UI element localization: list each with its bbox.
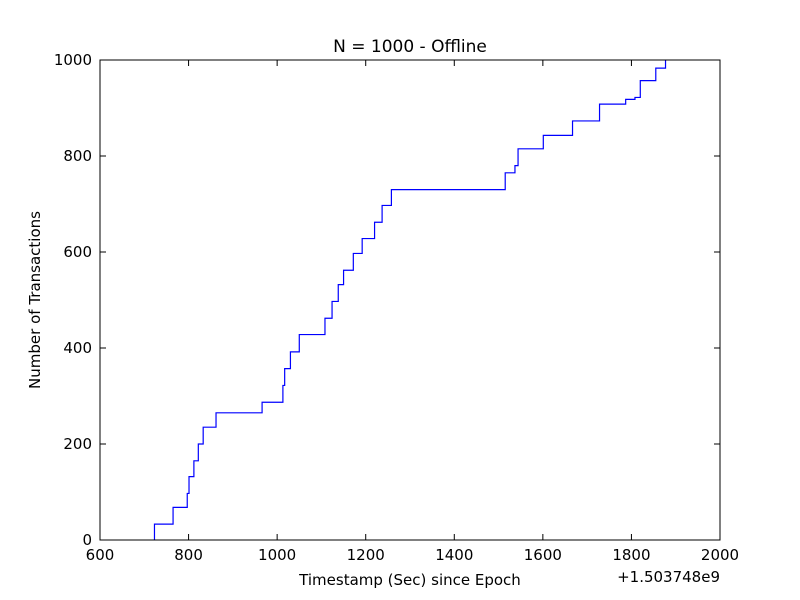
y-tick-label: 0	[82, 531, 92, 549]
y-axis-label: Number of Transactions	[26, 211, 44, 389]
y-tick-label: 200	[63, 435, 92, 453]
plot-frame	[99, 59, 721, 541]
plot-background	[100, 60, 720, 540]
x-tick-label: 1600	[524, 546, 562, 564]
x-axis-label: Timestamp (Sec) since Epoch	[298, 571, 521, 589]
x-tick-label: 1400	[435, 546, 473, 564]
y-tick-label: 1000	[54, 51, 92, 69]
x-tick-label: 1200	[347, 546, 385, 564]
y-tick-label: 600	[63, 243, 92, 261]
y-tick-label: 800	[63, 147, 92, 165]
x-tick-label: 1000	[258, 546, 296, 564]
chart-title: N = 1000 - Offline	[333, 37, 487, 57]
y-tick-label: 400	[63, 339, 92, 357]
x-tick-label: 2000	[701, 546, 739, 564]
x-tick-label: 600	[86, 546, 115, 564]
x-offset-label: +1.503748e9	[617, 568, 720, 586]
series-line	[153, 60, 667, 540]
x-tick-label: 1800	[612, 546, 650, 564]
x-tick-label: 800	[174, 546, 203, 564]
tick-labels: 600 800 1000 1200 1400 1600 1800 2000 0 200 400 600…	[54, 51, 739, 564]
